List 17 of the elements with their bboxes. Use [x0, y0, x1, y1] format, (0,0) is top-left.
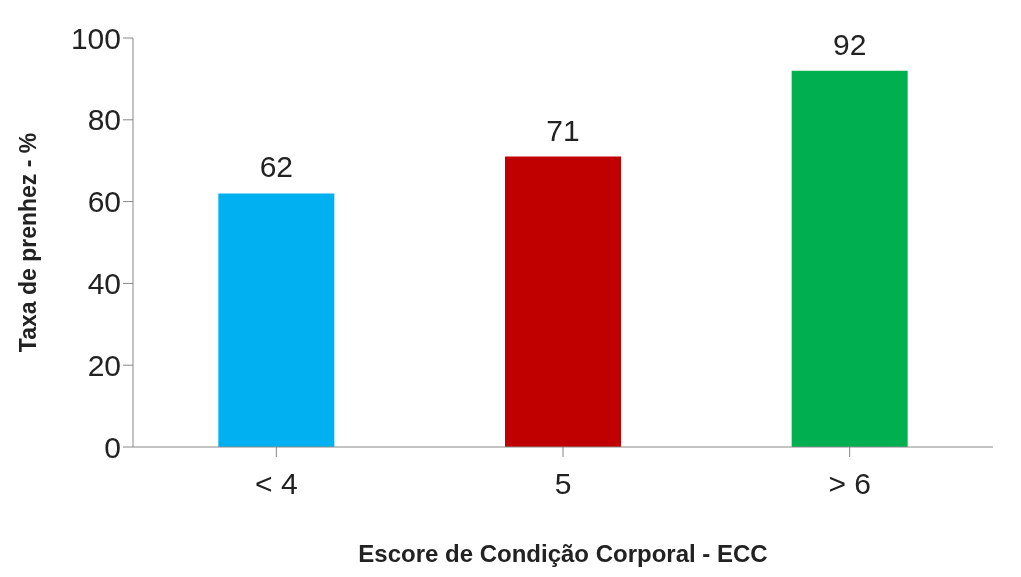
y-tick-label: 100	[70, 21, 121, 55]
x-axis-title: Escore de Condição Corporal - ECC	[358, 540, 768, 567]
y-tick-label: 80	[87, 103, 121, 137]
bar	[505, 156, 621, 447]
x-tick-label: < 4	[255, 467, 298, 501]
y-axis-title: Taxa de prenhez - %	[15, 132, 42, 353]
x-tick-label: 5	[554, 467, 572, 501]
y-tick-label: 40	[87, 267, 121, 301]
y-tick-label: 20	[87, 348, 121, 382]
bar	[791, 70, 908, 447]
data-label: 92	[832, 27, 867, 61]
x-tick-label: > 6	[828, 467, 871, 501]
data-label: 71	[546, 113, 580, 147]
bar	[218, 193, 335, 447]
y-tick-label: 0	[104, 430, 121, 464]
y-tick-label: 60	[87, 185, 121, 219]
data-label: 62	[259, 150, 294, 184]
